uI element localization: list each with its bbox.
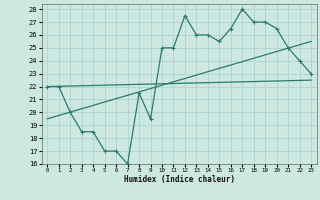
X-axis label: Humidex (Indice chaleur): Humidex (Indice chaleur) — [124, 175, 235, 184]
